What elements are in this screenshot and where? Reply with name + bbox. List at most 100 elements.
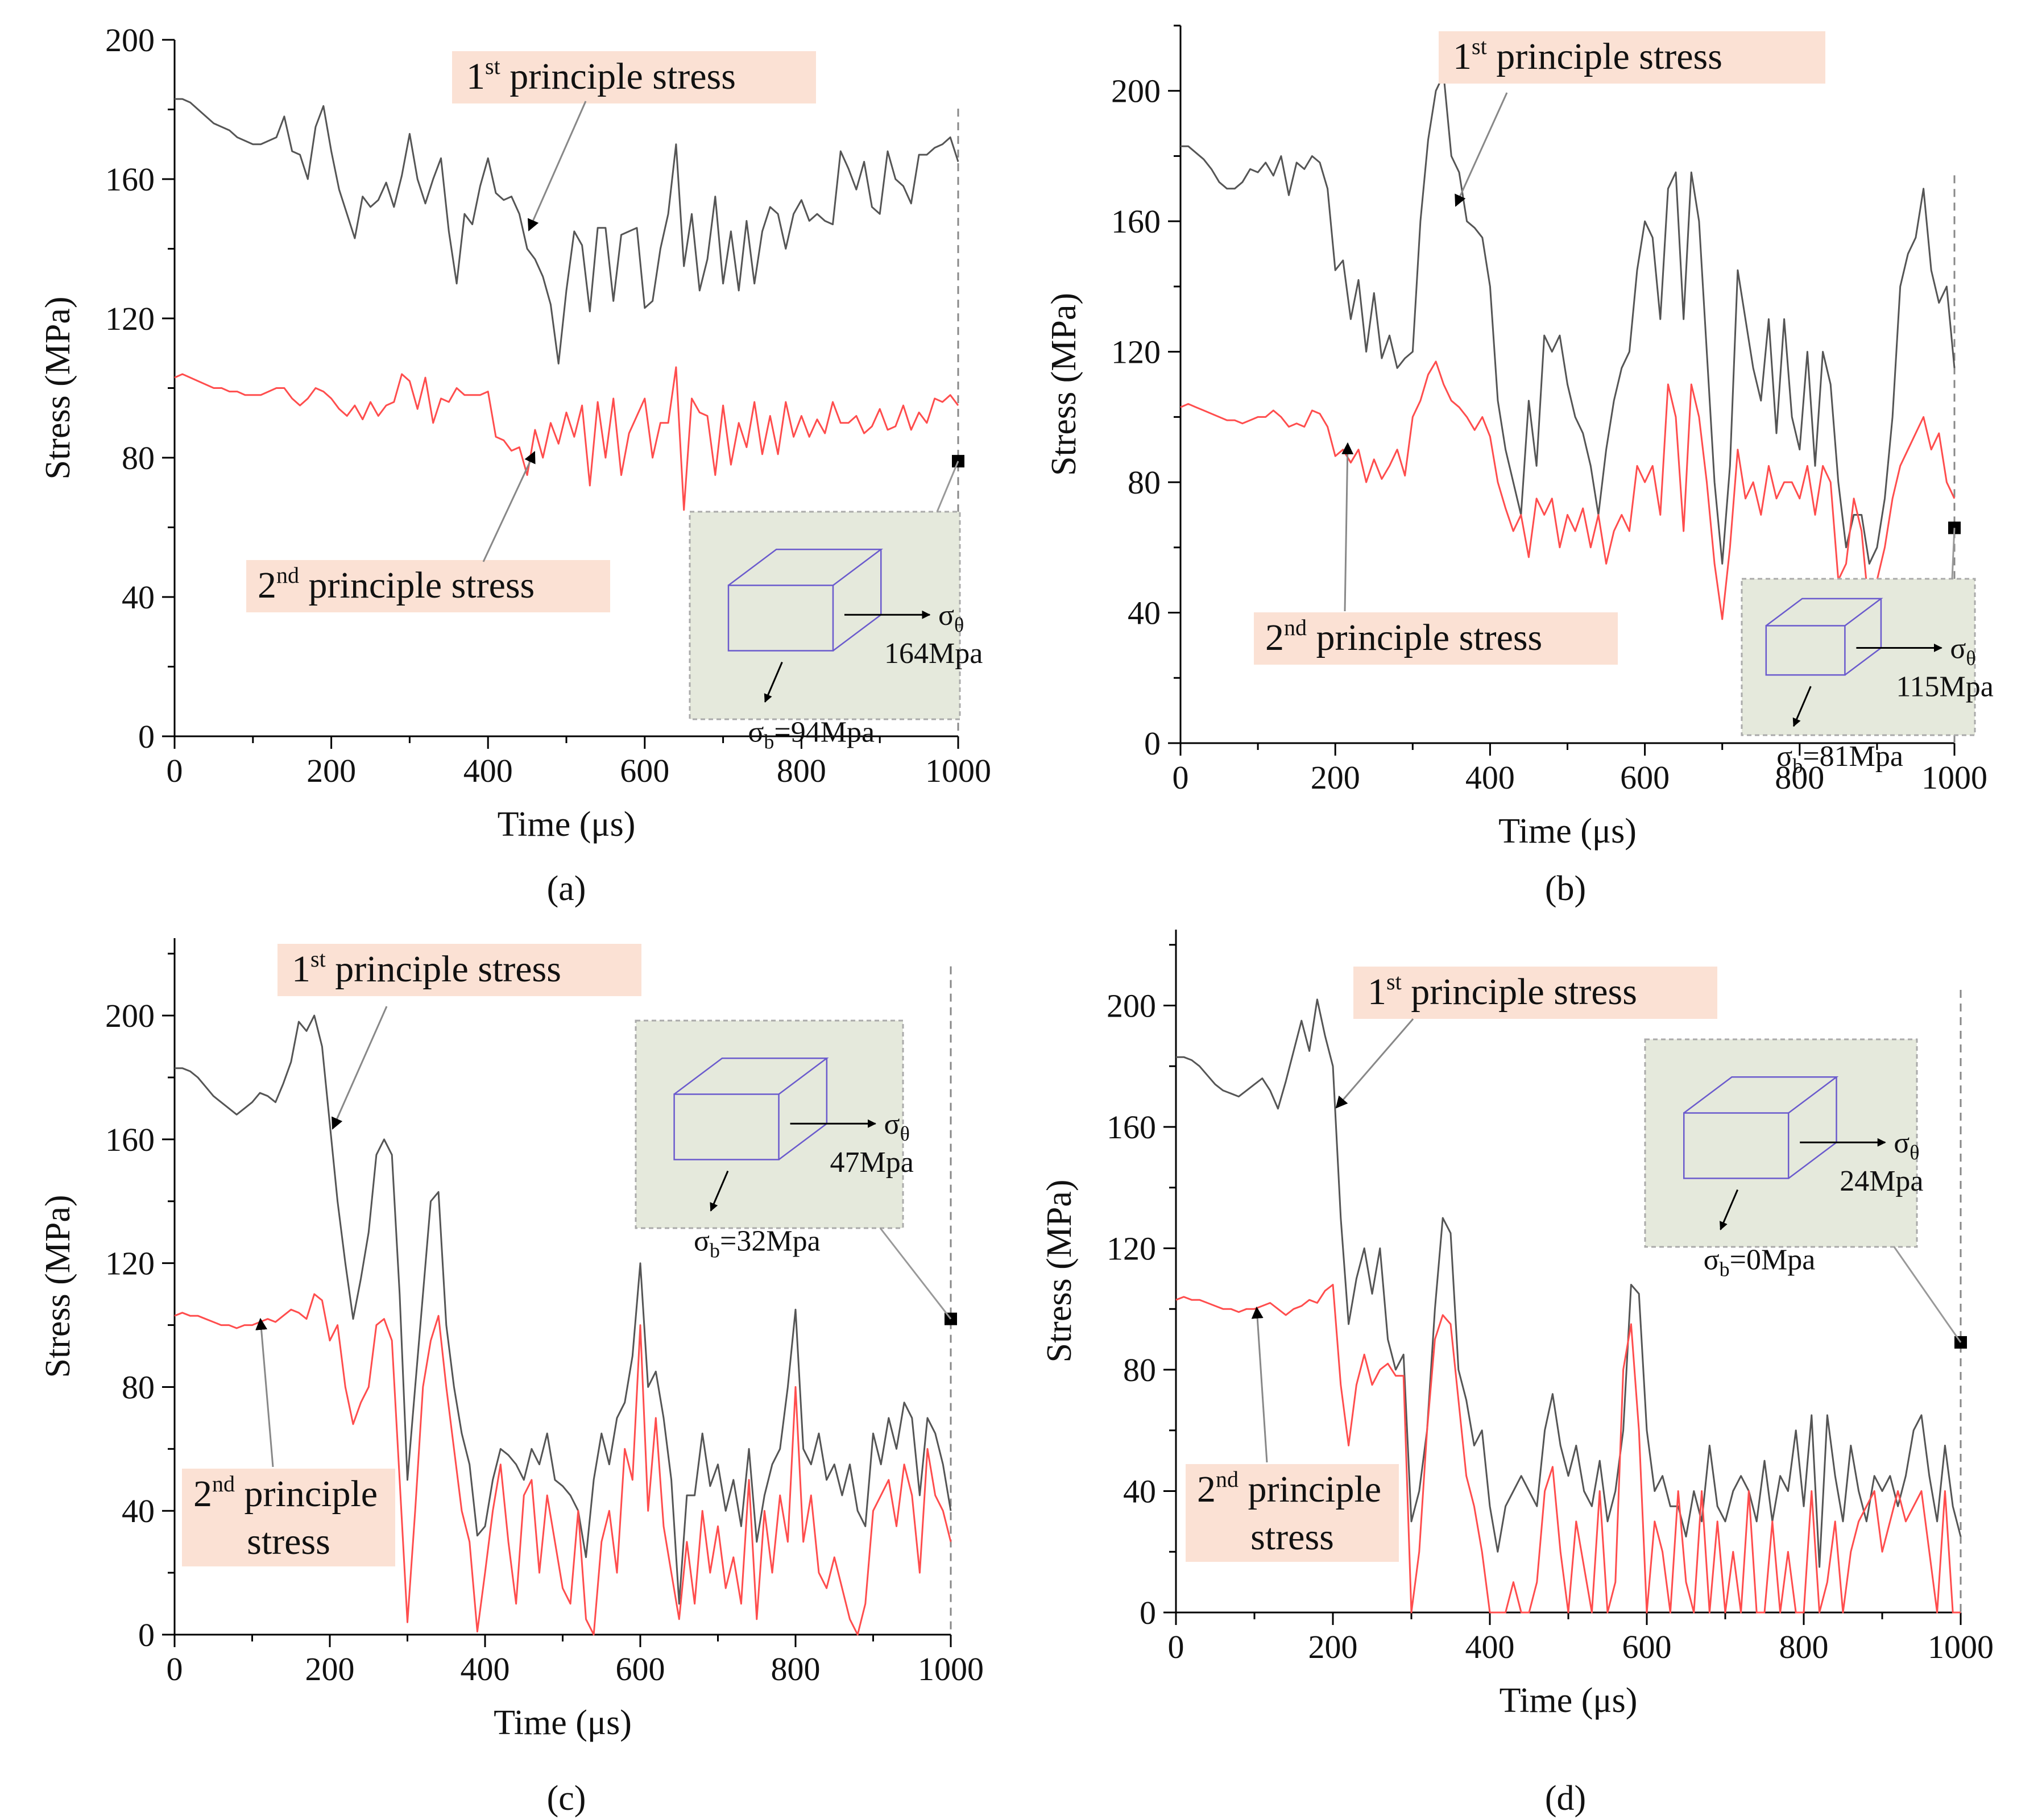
sigma-theta-subscript: θ	[900, 1122, 910, 1145]
label-2nd-arrow	[482, 451, 536, 562]
stress-cube-icon	[727, 549, 884, 652]
label-2nd-text-line2: stress	[1250, 1516, 1334, 1558]
sigma-theta-subscript: θ	[1910, 1141, 1919, 1164]
y-tick-label: 80	[122, 440, 155, 476]
x-tick-label: 800	[1775, 759, 1824, 796]
y-tick-label: 40	[1128, 595, 1161, 632]
y-tick-label: 160	[105, 1121, 155, 1158]
x-axis-label: Time (μs)	[494, 1703, 632, 1742]
sigma-theta-value: 47Mpa	[830, 1146, 914, 1179]
panel-a: 0 200 400 600 800 1000 0 40 80 120 160 200 Time (μs)…	[39, 22, 991, 908]
series-1st-principle-line	[175, 98, 959, 365]
label-1st-number: 1	[1453, 36, 1472, 77]
x-tick-label: 800	[1779, 1628, 1829, 1665]
sigma-b-label: σb=94Mpa	[748, 716, 875, 753]
x-tick-label: 800	[771, 1651, 821, 1688]
label-1st-sup: st	[485, 53, 500, 79]
x-tick-label: 0	[167, 752, 183, 789]
sigma-theta-symbol: σ	[884, 1108, 900, 1141]
sigma-b-subscript: b	[710, 1239, 720, 1262]
label-1st-sup: st	[1472, 34, 1487, 59]
cube-top-face	[1766, 598, 1883, 627]
label-1st-sup: st	[310, 946, 326, 972]
y-tick-label: 200	[105, 22, 155, 59]
label-2nd-arrow	[255, 1317, 274, 1467]
label-2nd-text: principle	[1239, 1469, 1381, 1510]
series-2nd-principle-line	[174, 1293, 952, 1636]
label-1st-number: 1	[466, 56, 485, 97]
sigma-b-subscript: b	[764, 730, 774, 753]
label-1st-principle-bg	[1439, 31, 1825, 84]
sigma-theta-subscript: θ	[1966, 646, 1975, 669]
x-tick-label: 200	[1308, 1628, 1358, 1665]
y-tick-label: 160	[1111, 203, 1161, 240]
x-tick-label: 0	[167, 1651, 183, 1688]
label-1st-text: principle stress	[326, 948, 561, 990]
sigma-b-symbol: σ	[694, 1225, 710, 1257]
inset-leader-line	[1893, 1246, 1962, 1343]
sigma-theta-label: σθ	[938, 599, 964, 636]
label-2nd-principle: 2nd principle stress	[1265, 615, 1542, 658]
label-1st-number: 1	[1368, 971, 1386, 1013]
label-2nd-arrow	[1341, 442, 1354, 612]
x-tick-label: 400	[463, 752, 513, 789]
x-tick-label: 1000	[925, 752, 991, 789]
sigma-b-arrow	[764, 661, 783, 703]
sigma-theta-value: 164Mpa	[884, 637, 983, 670]
panel-d: 0 200 400 600 800 1000 0 40 80 120 160 200 Time (μs)…	[1040, 930, 1994, 1818]
y-tick-label: 40	[122, 1493, 155, 1529]
label-1st-principle: 1st principle stress	[1453, 34, 1722, 77]
series-2nd-principle-line	[1175, 1284, 1961, 1614]
sigma-b-label: σb=32Mpa	[694, 1225, 821, 1262]
y-tick-label: 120	[105, 300, 155, 337]
series-1st-principle-line	[175, 1014, 952, 1605]
x-tick-label: 200	[306, 752, 356, 789]
series-1st-principle-line	[1181, 73, 1956, 565]
y-tick-label: 0	[138, 718, 155, 755]
sigma-b-label: σb=0Mpa	[1704, 1243, 1816, 1280]
sigma-b-symbol: σ	[748, 716, 764, 748]
label-1st-arrow	[528, 101, 587, 231]
series-2nd-principle-line	[174, 366, 959, 511]
sigma-b-symbol: σ	[1704, 1243, 1720, 1276]
sigma-b-symbol: σ	[1776, 740, 1792, 773]
label-2nd-number: 2	[258, 565, 276, 606]
y-axis-label: Stress (MPa)	[1040, 1179, 1079, 1362]
y-tick-label: 200	[105, 997, 155, 1034]
cube-top-face	[673, 1058, 829, 1095]
label-1st-principle: 1st principle stress	[292, 946, 561, 990]
panel-c: 0 200 400 600 800 1000 0 40 80 120 160 200 Time (μs)…	[39, 938, 984, 1818]
cube-front-face	[1765, 625, 1846, 676]
sigma-theta-subscript: θ	[954, 613, 964, 636]
label-2nd-sup: nd	[212, 1471, 235, 1496]
label-1st-arrow	[1335, 1018, 1414, 1109]
cube-front-face	[727, 584, 834, 652]
y-tick-label: 80	[1128, 464, 1161, 501]
label-1st-arrow	[1455, 92, 1508, 207]
label-2nd-sup: nd	[1284, 615, 1307, 640]
y-tick-label: 0	[138, 1616, 155, 1653]
x-tick-label: 400	[1465, 1628, 1515, 1665]
x-tick-label: 200	[305, 1651, 355, 1688]
sigma-b-value: =0Mpa	[1730, 1243, 1816, 1276]
y-tick-label: 160	[105, 161, 155, 198]
y-tick-label: 0	[1140, 1594, 1156, 1631]
sigma-theta-label: σθ	[884, 1108, 910, 1145]
label-1st-number: 1	[292, 948, 310, 990]
x-tick-label: 400	[461, 1651, 510, 1688]
inset-box	[1741, 578, 1976, 736]
y-axis-label: Stress (MPa)	[39, 1195, 77, 1378]
sigma-b-arrow	[1792, 686, 1812, 727]
sigma-b-arrow	[1720, 1189, 1739, 1230]
x-axis-label: Time (μs)	[498, 805, 636, 844]
label-1st-principle-bg	[452, 51, 816, 103]
sigma-b-subscript: b	[1792, 754, 1803, 777]
label-1st-text: principle stress	[500, 56, 736, 97]
sigma-b-label: σb=81Mpa	[1776, 740, 1903, 777]
label-2nd-text: principle stress	[1307, 617, 1542, 658]
sigma-theta-symbol: σ	[1950, 632, 1966, 665]
y-tick-label: 120	[1111, 334, 1161, 371]
label-1st-sup: st	[1386, 969, 1402, 994]
sigma-theta-value: 115Mpa	[1896, 670, 1993, 703]
